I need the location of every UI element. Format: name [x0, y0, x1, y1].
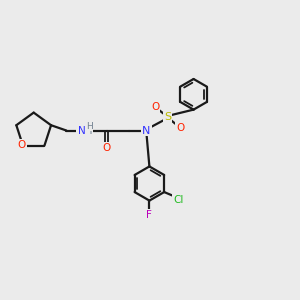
- Text: O: O: [176, 123, 184, 133]
- Text: NH: NH: [77, 125, 92, 136]
- Text: O: O: [151, 102, 159, 112]
- Text: H: H: [86, 122, 93, 131]
- Text: Cl: Cl: [173, 195, 183, 205]
- Text: S: S: [164, 112, 171, 122]
- Text: O: O: [103, 142, 111, 153]
- Text: N: N: [142, 125, 151, 136]
- Text: F: F: [146, 210, 152, 220]
- Text: O: O: [18, 140, 26, 150]
- Text: N: N: [78, 125, 86, 136]
